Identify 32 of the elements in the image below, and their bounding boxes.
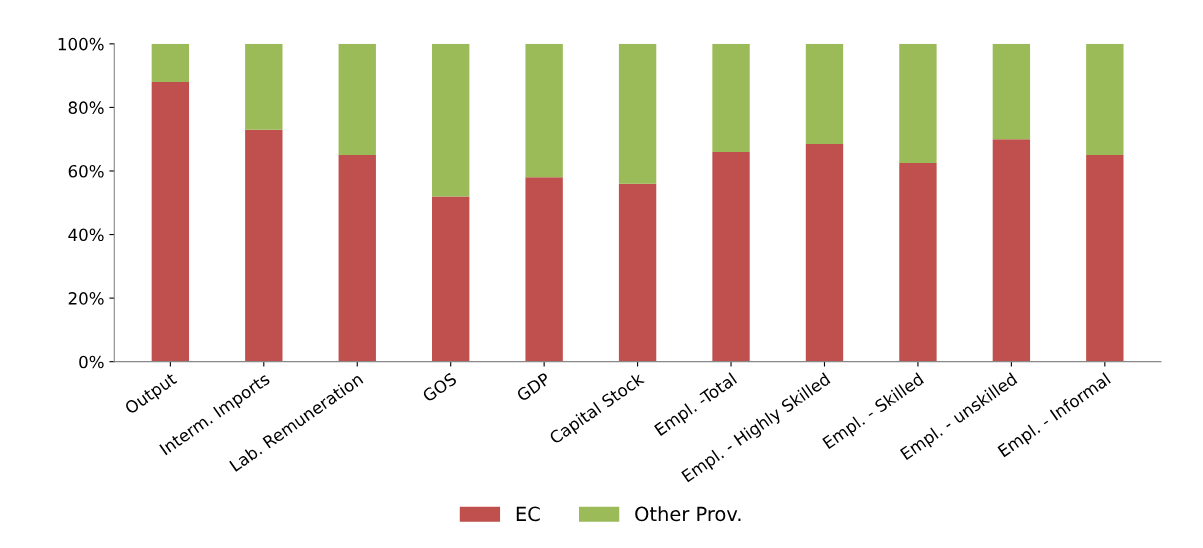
bar <box>432 196 470 362</box>
x-tick-label: GDP <box>515 371 552 402</box>
bar <box>805 143 844 362</box>
bar <box>618 183 657 362</box>
bar <box>525 43 563 178</box>
y-tick-label: 0% <box>79 355 104 369</box>
bar <box>899 163 937 362</box>
bar <box>1086 155 1124 362</box>
bar <box>432 43 470 197</box>
y-tick-label: 60% <box>68 164 104 178</box>
bar <box>1086 43 1124 156</box>
bar <box>712 151 750 362</box>
bar <box>245 129 283 362</box>
y-tick-label: 20% <box>68 292 104 305</box>
bar <box>338 43 376 156</box>
bar <box>992 139 1031 362</box>
bar <box>338 155 376 362</box>
bar <box>712 43 750 152</box>
bar <box>525 177 563 362</box>
bar <box>992 43 1031 140</box>
bar <box>805 43 844 144</box>
bar <box>151 81 190 362</box>
legend-label: EC <box>516 506 540 522</box>
bar <box>618 43 657 184</box>
x-tick-label: GOS <box>421 372 458 403</box>
y-tick-label: 40% <box>68 228 104 242</box>
y-tick-label: 80% <box>68 101 104 114</box>
bar <box>245 43 283 130</box>
y-tick-label: 100% <box>58 37 104 51</box>
bar <box>899 43 937 164</box>
bar <box>151 43 190 82</box>
legend-label: Other Prov. <box>635 506 741 522</box>
